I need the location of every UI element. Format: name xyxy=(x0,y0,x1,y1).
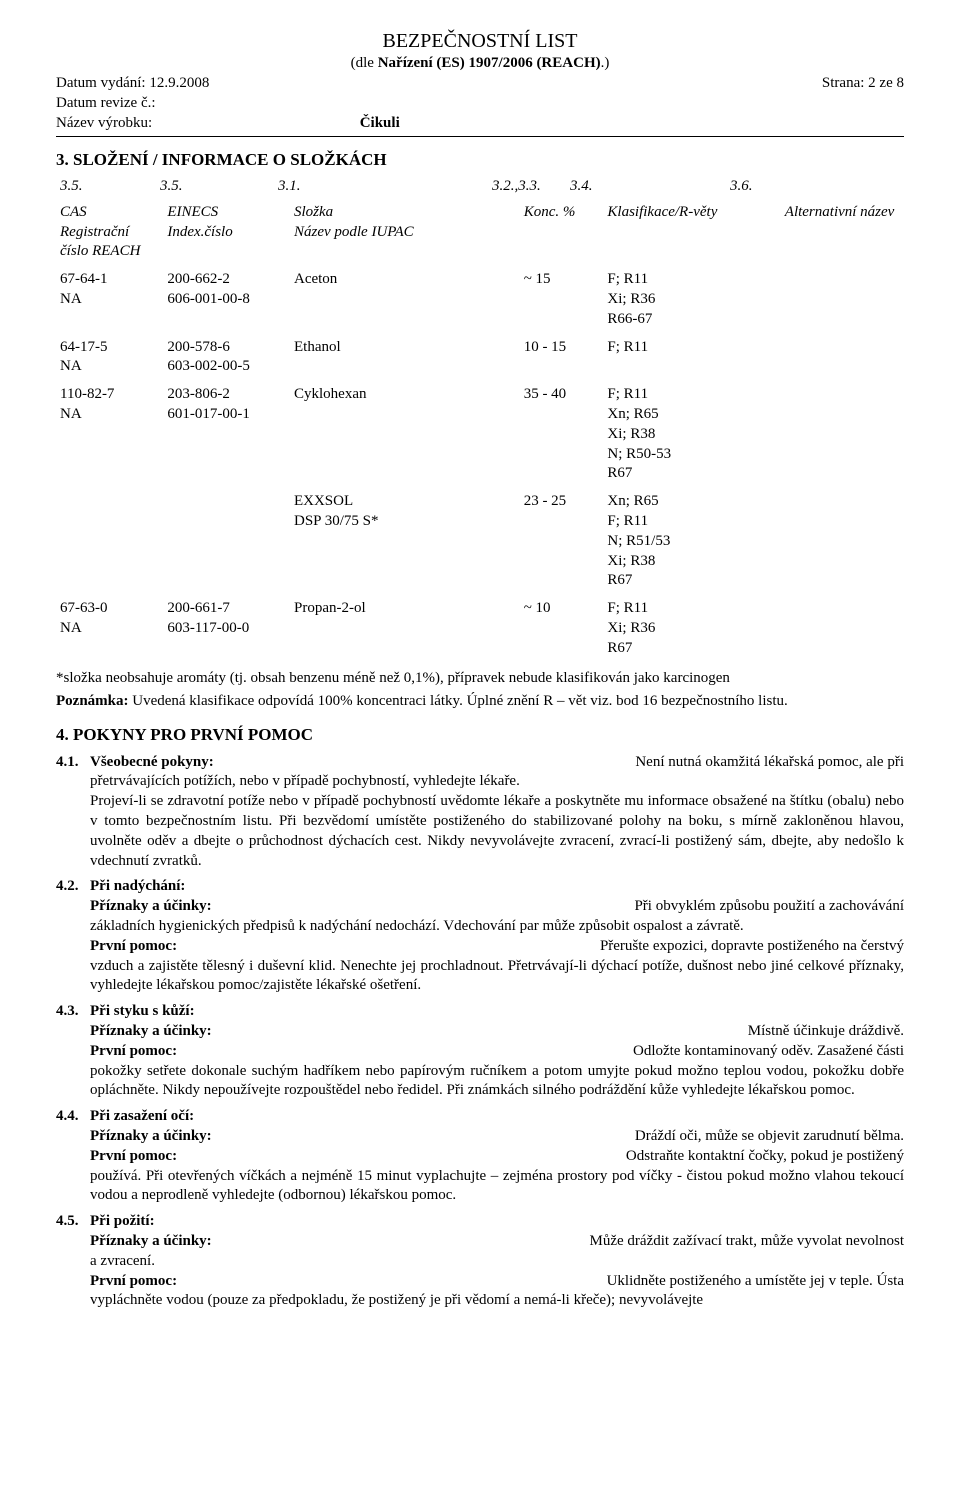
header-table: Datum vydání: 12.9.2008 Strana: 2 ze 8 D… xyxy=(56,74,904,133)
table-row: 67-64-1NA200-662-2606-001-00-8Aceton~ 15… xyxy=(56,268,904,335)
page-value: 2 ze 8 xyxy=(868,75,904,91)
sec3-num: 3.4. xyxy=(566,177,726,197)
th-conc: Konc. % xyxy=(520,201,604,268)
first-aid-item: 4.4.Při zasažení očí:Příznaky a účinky: D… xyxy=(56,1107,904,1206)
issue-date: 12.9.2008 xyxy=(149,75,209,91)
item-label: Všeobecné pokyny: xyxy=(90,753,214,773)
header-rule xyxy=(56,136,904,137)
item-label: Při styku s kůží: xyxy=(90,1002,195,1022)
note-rest: Uvedená klasifikace odpovídá 100% koncen… xyxy=(132,693,788,709)
item-label: Při požití: xyxy=(90,1212,155,1232)
th-iupac: Název podle IUPAC xyxy=(294,223,516,243)
th-einecs: EINECS xyxy=(167,203,286,223)
item-number: 4.3. xyxy=(56,1002,90,1101)
th-component: Složka xyxy=(294,203,516,223)
prod-name: Čikuli xyxy=(360,115,400,131)
sec3-num: 3.2.,3.3. xyxy=(488,177,566,197)
sub-continuation: vypláchněte vodou (pouze za předpokladu,… xyxy=(90,1291,904,1311)
sub-continuation: základních hygienických předpisů k nadýc… xyxy=(90,917,904,937)
table-row: 64-17-5NA200-578-6603-002-00-5Ethanol10 … xyxy=(56,336,904,384)
note-bold: Poznámka: xyxy=(56,693,132,709)
sec3-num: 3.1. xyxy=(274,177,488,197)
sub-label: První pomoc: xyxy=(90,1042,177,1062)
first-aid-item: 4.3.Při styku s kůží:Příznaky a účinky: M… xyxy=(56,1002,904,1101)
sub-label: První pomoc: xyxy=(90,937,177,957)
sub-text: Odložte kontaminovaný oděv. Zasažené čás… xyxy=(633,1042,904,1062)
first-aid-list: 4.1.Všeobecné pokyny: Není nutná okamžitá… xyxy=(56,753,904,1312)
first-aid-item: 4.5.Při požití:Příznaky a účinky: Může dr… xyxy=(56,1212,904,1311)
sub-text: Uklidněte postiženého a umístěte jej v t… xyxy=(607,1272,904,1292)
subtitle-suffix: .) xyxy=(601,55,610,71)
item-number: 4.2. xyxy=(56,877,90,996)
item-label: Při nadýchání: xyxy=(90,877,185,897)
item-body: Při styku s kůží:Příznaky a účinky: Místn… xyxy=(90,1002,904,1101)
sub-text: Při obvyklém způsobu použití a zachovává… xyxy=(634,897,904,917)
sec3-num: 3.5. xyxy=(156,177,274,197)
table-note: Poznámka: Uvedená klasifikace odpovídá 1… xyxy=(56,692,904,712)
composition-table: CAS Registrační číslo REACH EINECS Index… xyxy=(56,201,904,665)
item-body: Všeobecné pokyny: Není nutná okamžitá lék… xyxy=(90,753,904,872)
item-label: Při zasažení očí: xyxy=(90,1107,194,1127)
item-lead: Není nutná okamžitá lékařská pomoc, ale … xyxy=(635,753,904,773)
table-footnote: *složka neobsahuje aromáty (tj. obsah be… xyxy=(56,669,904,689)
table-row: 110-82-7NA203-806-2601-017-00-1Cyklohexa… xyxy=(56,383,904,490)
item-body: Při nadýchání:Příznaky a účinky: Při obvy… xyxy=(90,877,904,996)
first-aid-item: 4.2.Při nadýchání:Příznaky a účinky:Při … xyxy=(56,877,904,996)
doc-title: BEZPEČNOSTNÍ LIST xyxy=(56,28,904,54)
section3-number-row: 3.5.3.5.3.1.3.2.,3.3.3.4.3.6. xyxy=(56,177,904,197)
item-number: 4.5. xyxy=(56,1212,90,1311)
th-class: Klasifikace/R-věty xyxy=(603,201,775,268)
table-row: EXXSOLDSP 30/75 S*23 - 25Xn; R65F; R11N;… xyxy=(56,490,904,597)
section3-title: 3. SLOŽENÍ / INFORMACE O SLOŽKÁCH xyxy=(56,149,904,171)
table-row: 67-63-0NA200-661-7603-117-00-0Propan-2-o… xyxy=(56,597,904,664)
page-label: Strana: xyxy=(822,75,868,91)
prod-label: Název výrobku: xyxy=(56,115,152,131)
sub-continuation: používá. Při otevřených víčkách a nejmén… xyxy=(90,1167,904,1207)
sub-continuation: pokožky setřete dokonale suchým hadříkem… xyxy=(90,1062,904,1102)
sec3-num: 3.6. xyxy=(726,177,846,197)
item-number: 4.4. xyxy=(56,1107,90,1206)
rev-label: Datum revize č.: xyxy=(56,94,904,114)
item-paragraph: Projeví-li se zdravotní potíže nebo v př… xyxy=(90,792,904,871)
subtitle-prefix: (dle xyxy=(351,55,378,71)
th-regnum: Registrační číslo REACH xyxy=(60,223,159,263)
subtitle-bold: Nařízení (ES) 1907/2006 (REACH) xyxy=(378,55,601,71)
first-aid-item: 4.1.Všeobecné pokyny: Není nutná okamžitá… xyxy=(56,753,904,872)
sub-continuation: vzduch a zajistěte tělesný i duševní kli… xyxy=(90,957,904,997)
th-cas: CAS xyxy=(60,203,159,223)
sec3-num: 3.5. xyxy=(56,177,156,197)
th-index: Index.číslo xyxy=(167,223,286,243)
section4-title: 4. POKYNY PRO PRVNÍ POMOC xyxy=(56,724,904,746)
th-altname: Alternativní název xyxy=(775,201,904,268)
sub-continuation: a zvracení. xyxy=(90,1252,904,1272)
issue-label: Datum vydání: xyxy=(56,75,149,91)
doc-subtitle: (dle Nařízení (ES) 1907/2006 (REACH).) xyxy=(56,54,904,74)
sub-label: Příznaky a účinky: xyxy=(90,1232,212,1252)
sub-text: Místně účinkuje dráždivě. xyxy=(748,1022,904,1042)
sub-text: Může dráždit zažívací trakt, může vyvola… xyxy=(590,1232,904,1252)
sub-text: Přerušte expozici, dopravte postiženého … xyxy=(600,937,904,957)
sub-label: Příznaky a účinky: xyxy=(90,1022,212,1042)
sub-text: Odstraňte kontaktní čočky, pokud je post… xyxy=(626,1147,904,1167)
item-body: Při zasažení očí:Příznaky a účinky: Drážd… xyxy=(90,1107,904,1206)
sub-label: První pomoc: xyxy=(90,1147,177,1167)
sub-text: Dráždí oči, může se objevit zarudnutí bě… xyxy=(635,1127,904,1147)
item-body: Při požití:Příznaky a účinky: Může dráždi… xyxy=(90,1212,904,1311)
sub-label: Příznaky a účinky: xyxy=(90,897,212,917)
sub-label: První pomoc: xyxy=(90,1272,177,1292)
item-paragraph: přetrvávajících potížích, nebo v případě… xyxy=(90,772,904,792)
item-number: 4.1. xyxy=(56,753,90,872)
sub-label: Příznaky a účinky: xyxy=(90,1127,212,1147)
